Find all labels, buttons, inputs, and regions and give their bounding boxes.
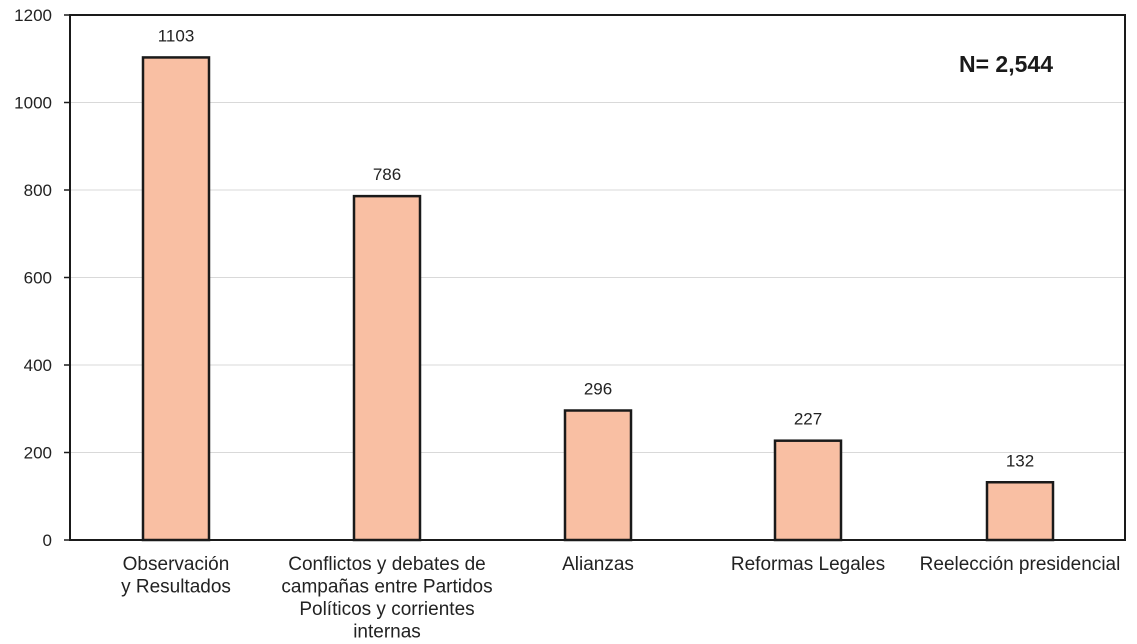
- x-category-label-line: Alianzas: [562, 554, 634, 575]
- y-tick-label: 1200: [14, 6, 52, 25]
- grid-lines: [70, 102, 1125, 453]
- bar-value-label: 227: [794, 410, 822, 429]
- x-category-label-line: Reformas Legales: [731, 554, 885, 575]
- y-axis-ticks: 0 200 400 600 800 1000 1200: [14, 6, 70, 550]
- x-category-label-line: Observación: [123, 554, 230, 575]
- x-category-label: Reelección presidencial: [920, 554, 1121, 575]
- x-axis-categories: Observación y Resultados Conflictos y deba…: [121, 554, 1120, 643]
- data-labels: 1103 786 296 227 132: [158, 26, 1034, 470]
- y-tick-label: 800: [24, 181, 52, 200]
- x-category-label-line: Reelección presidencial: [920, 554, 1121, 575]
- y-tick-label: 600: [24, 269, 52, 288]
- bar: [563, 409, 633, 542]
- bar-value-label: 786: [373, 165, 401, 184]
- x-category-label-line: Conflictos y debates de: [288, 554, 486, 575]
- x-category-label-line: internas: [353, 622, 421, 643]
- plot-frame: [69, 14, 1126, 541]
- bar: [773, 439, 843, 542]
- y-tick-label: 0: [43, 531, 52, 550]
- bar-value-label: 296: [584, 380, 612, 399]
- x-category-label: Observación y Resultados: [121, 554, 231, 598]
- sample-size-annotation: N= 2,544: [959, 51, 1053, 77]
- bar: [985, 481, 1055, 542]
- x-category-label-line: y Resultados: [121, 577, 231, 598]
- x-category-label: Conflictos y debates de campañas entre Pa…: [281, 554, 492, 643]
- bar: [141, 56, 211, 542]
- x-category-label: Reformas Legales: [731, 554, 885, 575]
- bar-value-label: 132: [1006, 451, 1034, 470]
- x-category-label-line: Políticos y corrientes: [299, 599, 474, 620]
- bar: [352, 194, 422, 542]
- bar-value-label: 1103: [158, 26, 195, 45]
- x-category-label-line: campañas entre Partidos: [281, 577, 492, 598]
- bars: [141, 56, 1055, 542]
- y-tick-label: 1000: [14, 94, 52, 113]
- x-category-label: Alianzas: [562, 554, 634, 575]
- y-tick-label: 400: [24, 356, 52, 375]
- y-tick-label: 200: [24, 444, 52, 463]
